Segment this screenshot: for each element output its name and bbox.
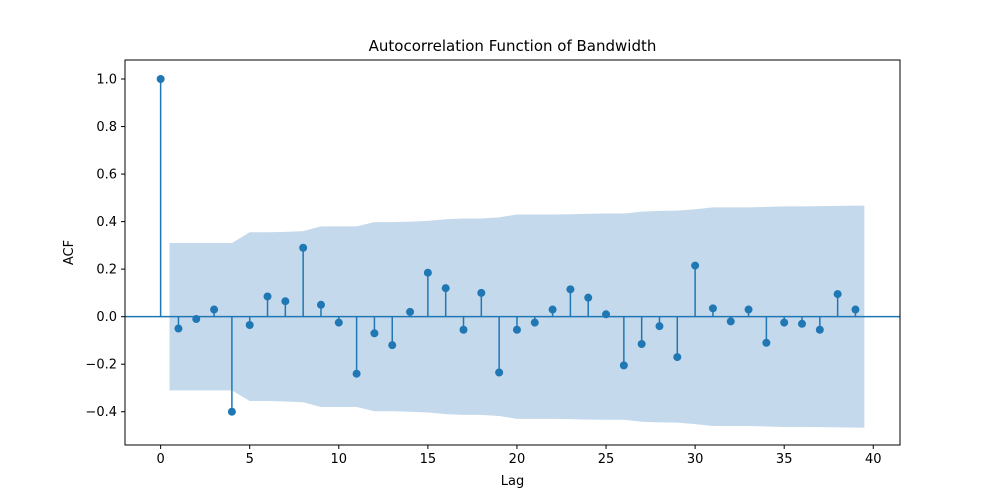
x-axis-label: Lag [501, 474, 524, 489]
acf-point [441, 284, 450, 293]
y-tick-label: 0.6 [96, 168, 117, 183]
y-tick-label: 1.0 [96, 73, 117, 88]
y-axis: −0.4 −0.2 0.0 0.2 0.4 0.6 0.8 1.0 [85, 73, 125, 420]
acf-point [744, 305, 753, 314]
acf-point [459, 325, 468, 334]
acf-point [334, 318, 343, 327]
acf-point [584, 293, 593, 302]
x-tick-label: 10 [331, 452, 348, 467]
acf-point [512, 325, 521, 334]
acf-point [619, 361, 628, 370]
acf-point [815, 325, 824, 334]
x-tick-label: 20 [509, 452, 526, 467]
acf-point [851, 305, 860, 314]
x-axis: 0 5 10 15 20 25 30 35 40 [156, 445, 882, 467]
acf-point [762, 338, 771, 347]
axes-frame [124, 59, 901, 446]
y-axis-label: ACF [62, 240, 77, 265]
acf-point [673, 353, 682, 362]
acf-point [263, 292, 272, 301]
acf-point [637, 339, 646, 348]
y-tick-label: −0.4 [85, 405, 117, 420]
acf-point [602, 310, 611, 319]
acf-point [708, 304, 717, 313]
acf-point [192, 315, 201, 324]
acf-point [210, 305, 219, 314]
acf-point [655, 322, 664, 331]
y-tick-label: 0.4 [96, 215, 117, 230]
y-tick-label: 0.0 [96, 310, 117, 325]
acf-point [833, 290, 842, 299]
y-tick-label: 0.2 [96, 263, 117, 278]
acf-point [798, 319, 807, 328]
acf-point [530, 318, 539, 327]
y-tick-label: −0.2 [85, 358, 117, 373]
plot-area [125, 75, 900, 428]
acf-point [726, 317, 735, 326]
acf-point [299, 243, 308, 252]
acf-point [477, 288, 486, 297]
acf-point [566, 285, 575, 294]
acf-point [227, 407, 236, 416]
acf-point [352, 369, 361, 378]
acf-point [174, 324, 183, 333]
acf-point [691, 261, 700, 270]
acf-point [388, 341, 397, 350]
acf-point [548, 305, 557, 314]
x-tick-label: 25 [598, 452, 615, 467]
acf-point [245, 320, 254, 329]
y-tick-label: 0.8 [96, 120, 117, 135]
x-tick-label: 40 [865, 452, 882, 467]
x-tick-label: 0 [156, 452, 164, 467]
chart-title: Autocorrelation Function of Bandwidth [369, 37, 657, 55]
acf-point [423, 268, 432, 277]
x-tick-label: 5 [246, 452, 254, 467]
acf-point [495, 368, 504, 377]
acf-point [281, 297, 290, 306]
x-tick-label: 15 [420, 452, 437, 467]
acf-point [780, 318, 789, 327]
x-tick-label: 35 [776, 452, 793, 467]
acf-point [156, 75, 165, 84]
x-tick-label: 30 [687, 452, 704, 467]
acf-point [406, 307, 415, 316]
acf-point [370, 329, 379, 338]
acf-point [316, 300, 325, 309]
